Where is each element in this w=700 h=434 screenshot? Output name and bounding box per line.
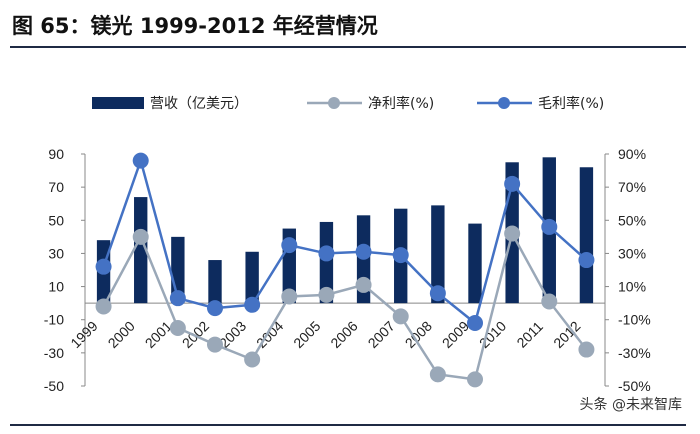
y-right-tick-label: 10% <box>618 279 646 295</box>
y-left-tick-label: -30 <box>44 345 64 361</box>
y-right-tick-label: 70% <box>618 179 646 195</box>
x-tick-label: 2005 <box>290 318 323 351</box>
bottom-divider <box>10 424 686 426</box>
gross-margin-point <box>95 258 112 275</box>
net-margin-point <box>132 228 149 245</box>
gross-margin-point <box>169 290 186 307</box>
y-left-tick-label: 50 <box>48 212 64 228</box>
legend-label-net-margin: 净利率(%) <box>368 95 434 112</box>
y-left-tick-label: 30 <box>48 245 64 261</box>
net-margin-point <box>318 286 335 303</box>
y-left-tick-label: -50 <box>44 378 64 394</box>
x-tick-label: 2006 <box>327 318 360 351</box>
net-margin-point <box>578 341 595 358</box>
revenue-bar <box>319 221 334 304</box>
gross-margin-point <box>578 252 595 269</box>
gross-margin-point <box>504 175 521 192</box>
x-tick-label: 2004 <box>253 318 286 351</box>
x-tick-label: 2001 <box>142 318 175 351</box>
chart-legend: 营收（亿美元） 净利率(%) 毛利率(%) <box>92 95 604 112</box>
gross-margin-point <box>467 315 483 332</box>
y-right-tick-label: 90% <box>618 146 646 162</box>
net-margin-point <box>541 293 558 310</box>
y-left-tick-label: 90 <box>48 146 64 162</box>
y-right-tick-label: 50% <box>618 212 646 228</box>
revenue-bar <box>208 260 222 304</box>
gross-margin-point <box>132 152 149 169</box>
gross-margin-point <box>541 218 558 235</box>
net-margin-point <box>467 371 483 388</box>
y-left-tick-label: -10 <box>44 312 64 328</box>
y-right-tick-label: -30% <box>618 345 651 361</box>
gross-margin-point <box>244 296 261 313</box>
figure-header: 图 65：镁光 1999-2012 年经营情况 <box>0 0 700 50</box>
legend-swatch-revenue <box>92 97 144 109</box>
watermark-text: 头条 @未来智库 <box>579 397 682 413</box>
revenue-bar <box>579 167 594 304</box>
net-margin-point <box>355 276 372 293</box>
x-tick-label: 1999 <box>67 318 100 351</box>
net-margin-point <box>504 225 521 242</box>
net-margin-point <box>207 336 223 353</box>
revenue-bar <box>245 251 259 304</box>
y-right-tick-label: -10% <box>618 312 651 328</box>
x-tick-label: 2007 <box>365 318 398 351</box>
net-margin-point <box>281 288 298 305</box>
revenue-bar <box>134 197 148 304</box>
legend-swatch-gross-margin-marker <box>498 97 510 109</box>
gross-margin-point <box>318 245 335 262</box>
revenue-bar <box>431 205 445 304</box>
gross-margin-point <box>355 243 372 260</box>
legend-swatch-net-margin-marker <box>328 97 340 109</box>
x-tick-label: 2000 <box>105 318 138 351</box>
net-margin-point <box>95 298 112 315</box>
legend-label-revenue: 营收（亿美元） <box>150 96 248 112</box>
gross-margin-point <box>207 300 223 317</box>
net-margin-point <box>429 366 446 383</box>
net-margin-point <box>392 308 409 325</box>
title-divider <box>10 46 686 48</box>
y-left-tick-label: 10 <box>48 279 64 295</box>
figure-title: 图 65：镁光 1999-2012 年经营情况 <box>12 14 378 38</box>
y-right-tick-label: -50% <box>618 378 651 394</box>
net-margin-point <box>244 351 261 368</box>
x-tick-label: 2011 <box>513 318 546 351</box>
gross-margin-point <box>429 285 446 302</box>
revenue-bar <box>468 223 482 304</box>
y-left-tick-label: 70 <box>48 179 64 195</box>
gross-margin-point <box>392 247 409 264</box>
legend-label-gross-margin: 毛利率(%) <box>538 95 604 112</box>
net-margin-point <box>169 320 186 336</box>
y-right-tick-label: 30% <box>618 245 646 261</box>
gross-margin-point <box>281 237 298 254</box>
